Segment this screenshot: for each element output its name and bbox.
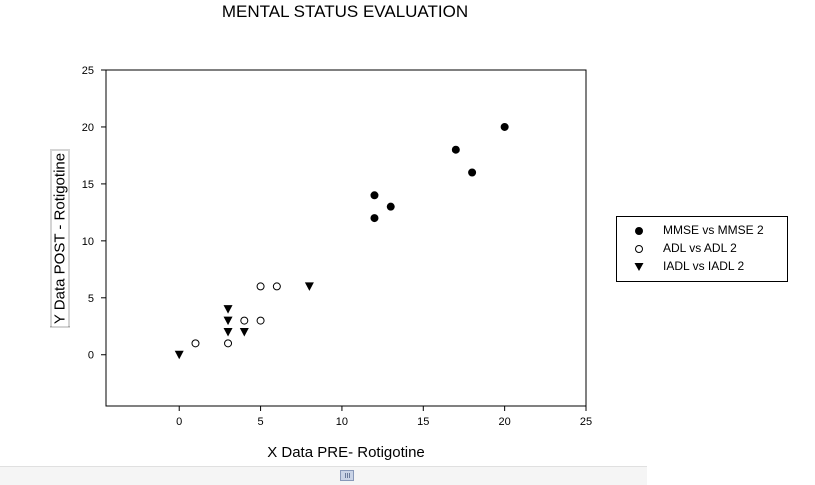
y-tick-label: 25 [82, 65, 94, 77]
mmse-point [386, 202, 395, 211]
x-tick-label: 0 [176, 416, 182, 428]
x-tick-label: 20 [499, 416, 511, 428]
scrollbar-thumb[interactable] [340, 470, 354, 481]
x-axis-label: X Data PRE- Rotigotine [267, 444, 425, 461]
mmse-point [468, 168, 477, 177]
chart-title: MENTAL STATUS EVALUATION [221, 2, 469, 21]
y-tick-label: 20 [82, 122, 94, 134]
mmse-point [370, 214, 379, 223]
iadl-point [239, 327, 249, 337]
y-tick-label: 5 [88, 293, 94, 305]
y-axis-label: Y Data POST - Rotigotine [51, 140, 69, 337]
iadl-point [223, 327, 233, 337]
y-tick-label: 0 [88, 350, 94, 362]
mmse-point [451, 145, 460, 154]
horizontal-scrollbar[interactable] [0, 466, 647, 485]
mmse-point [370, 191, 379, 200]
adl-point [224, 339, 233, 348]
adl-point [191, 339, 200, 348]
legend: MMSE vs MMSE 2 ADL vs ADL 2 IADL vs IADL… [616, 216, 788, 282]
iadl-point [174, 350, 184, 360]
adl-point [240, 316, 249, 325]
triangle-down-marker-icon [634, 263, 644, 271]
legend-label: MMSE vs MMSE 2 [663, 223, 764, 237]
y-tick-label: 15 [82, 179, 94, 191]
open-circle-marker-icon [635, 245, 643, 253]
plot-area-frame [105, 69, 587, 407]
adl-point [256, 282, 265, 291]
legend-label: ADL vs ADL 2 [663, 241, 737, 255]
x-tick-label: 25 [580, 416, 592, 428]
x-tick-label: 10 [336, 416, 348, 428]
iadl-point [223, 305, 233, 314]
x-tick-label: 15 [417, 416, 429, 428]
iadl-point [223, 316, 233, 326]
x-tick-label: 5 [258, 416, 264, 428]
filled-circle-marker-icon [635, 227, 643, 235]
iadl-point [304, 282, 314, 291]
adl-point [272, 282, 281, 291]
mmse-point [500, 122, 509, 131]
y-tick-label: 10 [82, 236, 94, 248]
adl-point [256, 316, 265, 325]
legend-label: IADL vs IADL 2 [663, 259, 745, 273]
